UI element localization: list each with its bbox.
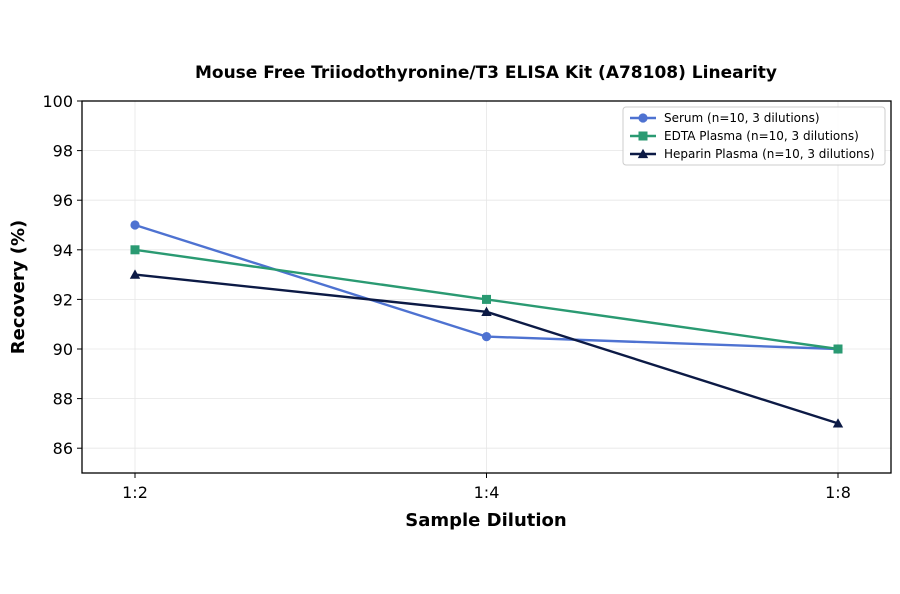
data-point <box>832 418 844 428</box>
y-tick-label: 88 <box>53 390 73 409</box>
legend-label: Heparin Plasma (n=10, 3 dilutions) <box>664 147 875 161</box>
x-tick-label: 1:4 <box>474 483 500 502</box>
series-3 <box>129 269 844 428</box>
y-tick-label: 98 <box>53 142 73 161</box>
data-point <box>129 269 141 279</box>
legend-item: Serum (n=10, 3 dilutions) <box>630 111 820 125</box>
chart-title: Mouse Free Triiodothyronine/T3 ELISA Kit… <box>195 63 777 83</box>
y-tick-label: 100 <box>42 92 73 111</box>
y-tick-label: 94 <box>53 241 73 260</box>
data-point <box>130 220 140 230</box>
ticks: 86 88 90 92 94 96 98 100 1:2 1:4 1:8 <box>42 92 850 502</box>
y-tick-label: 92 <box>53 290 73 309</box>
y-tick-label: 90 <box>53 340 73 359</box>
x-tick-label: 1:2 <box>122 483 148 502</box>
legend-box <box>622 106 886 166</box>
legend-item: Heparin Plasma (n=10, 3 dilutions) <box>630 147 875 161</box>
y-axis-label: Recovery (%) <box>8 220 29 354</box>
legend-marker <box>638 131 648 141</box>
data-point <box>481 332 492 342</box>
data-point <box>482 294 491 304</box>
data-point <box>833 344 843 354</box>
y-tick-label: 96 <box>53 191 73 210</box>
x-tick-label: 1:8 <box>825 483 851 502</box>
data-point <box>130 245 140 255</box>
series-layer <box>129 220 844 428</box>
series-2 <box>130 245 843 354</box>
legend: Serum (n=10, 3 dilutions) EDTA Plasma (n=… <box>622 106 886 166</box>
data-point <box>481 306 492 316</box>
y-tick-label: 86 <box>53 439 73 458</box>
legend-label: Serum (n=10, 3 dilutions) <box>664 111 820 125</box>
x-axis-label: Sample Dilution <box>405 510 566 531</box>
legend-marker <box>637 148 649 159</box>
legend-label: EDTA Plasma (n=10, 3 dilutions) <box>664 129 859 143</box>
legend-item: EDTA Plasma (n=10, 3 dilutions) <box>630 129 859 143</box>
legend-marker <box>638 113 648 123</box>
